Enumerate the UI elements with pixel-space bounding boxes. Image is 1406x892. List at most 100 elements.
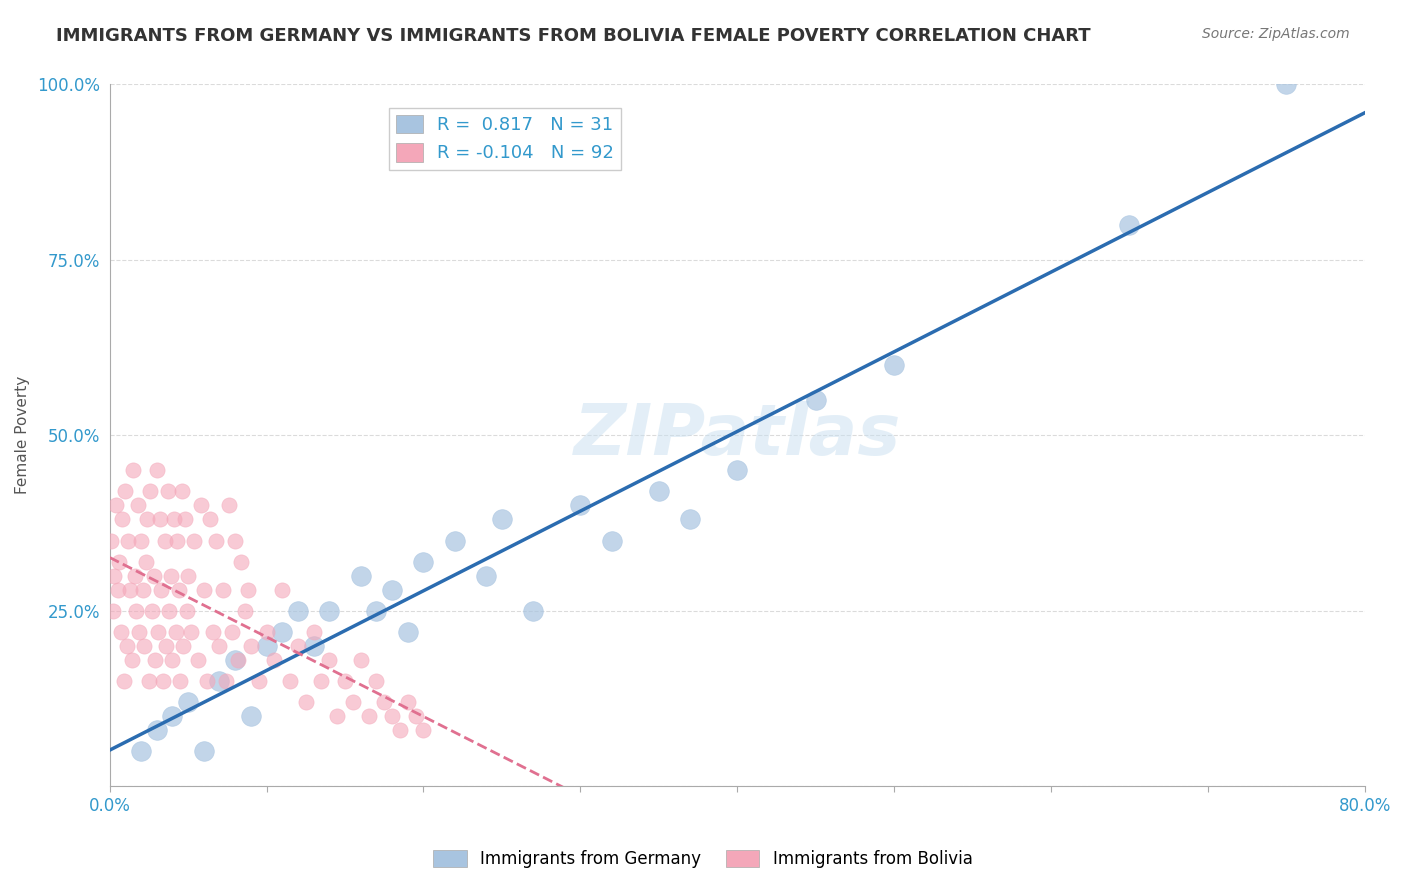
Point [804, 393, 827, 408]
Point [396, 695, 419, 709]
Point [145, 723, 167, 737]
Point [725, 463, 748, 477]
Point [215, 673, 238, 688]
Point [162, 709, 184, 723]
Point [333, 673, 356, 688]
Point [112, 673, 135, 688]
Point [135, 555, 157, 569]
Point [679, 512, 702, 526]
Point [287, 639, 309, 653]
Point [162, 653, 184, 667]
Point [218, 499, 240, 513]
Point [107, 582, 129, 597]
Point [117, 533, 139, 548]
Point [350, 653, 373, 667]
Point [131, 582, 153, 597]
Legend: R =  0.817   N = 31, R = -0.104   N = 92: R = 0.817 N = 31, R = -0.104 N = 92 [388, 108, 621, 169]
Point [224, 533, 246, 548]
Point [311, 673, 333, 688]
Point [396, 624, 419, 639]
Point [166, 533, 188, 548]
Point [101, 604, 124, 618]
Point [172, 639, 194, 653]
Point [247, 673, 270, 688]
Point [145, 463, 167, 477]
Point [263, 653, 285, 667]
Point [357, 709, 380, 723]
Point [491, 512, 513, 526]
Point [165, 624, 187, 639]
Point [271, 624, 294, 639]
Point [522, 604, 544, 618]
Point [180, 624, 202, 639]
Point [129, 744, 152, 758]
Point [318, 653, 340, 667]
Point [278, 673, 301, 688]
Point [156, 484, 179, 499]
Point [167, 582, 190, 597]
Point [134, 639, 156, 653]
Point [122, 463, 145, 477]
Point [155, 639, 177, 653]
Point [1275, 78, 1298, 92]
Point [233, 604, 256, 618]
Text: Source: ZipAtlas.com: Source: ZipAtlas.com [1202, 27, 1350, 41]
Point [236, 582, 259, 597]
Y-axis label: Female Poverty: Female Poverty [15, 376, 30, 494]
Point [287, 604, 309, 618]
Point [302, 624, 325, 639]
Point [160, 568, 183, 582]
Point [157, 604, 180, 618]
Point [475, 568, 498, 582]
Point [228, 653, 250, 667]
Point [600, 533, 623, 548]
Point [569, 499, 592, 513]
Point [198, 512, 221, 526]
Point [195, 673, 218, 688]
Point [143, 653, 166, 667]
Point [193, 744, 215, 758]
Point [405, 709, 427, 723]
Point [152, 673, 174, 688]
Point [163, 512, 186, 526]
Point [302, 639, 325, 653]
Text: ZIPatlas: ZIPatlas [574, 401, 901, 470]
Point [342, 695, 364, 709]
Point [174, 512, 197, 526]
Point [170, 484, 193, 499]
Point [648, 484, 671, 499]
Point [121, 653, 143, 667]
Point [125, 604, 148, 618]
Point [103, 568, 125, 582]
Point [149, 512, 172, 526]
Point [176, 604, 198, 618]
Point [142, 568, 165, 582]
Point [124, 568, 146, 582]
Point [239, 709, 262, 723]
Point [239, 639, 262, 653]
Point [153, 533, 176, 548]
Point [256, 624, 278, 639]
Point [104, 499, 127, 513]
Point [221, 624, 243, 639]
Point [224, 653, 246, 667]
Point [326, 709, 349, 723]
Point [150, 582, 173, 597]
Point [205, 533, 228, 548]
Point [139, 484, 162, 499]
Legend: Immigrants from Germany, Immigrants from Bolivia: Immigrants from Germany, Immigrants from… [427, 843, 979, 875]
Point [381, 709, 404, 723]
Point [208, 639, 231, 653]
Point [128, 624, 150, 639]
Point [127, 499, 149, 513]
Point [388, 723, 411, 737]
Point [381, 582, 404, 597]
Point [114, 484, 136, 499]
Point [190, 499, 212, 513]
Point [148, 624, 170, 639]
Point [138, 673, 160, 688]
Point [256, 639, 278, 653]
Point [136, 512, 159, 526]
Point [141, 604, 163, 618]
Point [186, 653, 208, 667]
